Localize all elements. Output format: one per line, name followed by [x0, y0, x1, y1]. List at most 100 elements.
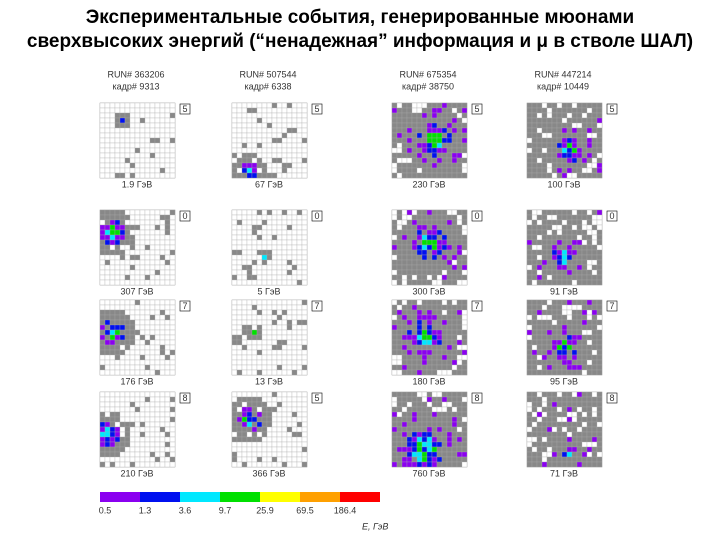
- cell: [571, 354, 578, 361]
- cell: [256, 234, 263, 241]
- cell: [561, 274, 568, 281]
- cell: [149, 354, 156, 361]
- cell: [441, 304, 448, 311]
- cell: [261, 436, 268, 443]
- cell: [581, 264, 588, 271]
- cell: [291, 334, 298, 341]
- cell: [154, 456, 161, 463]
- cell: [411, 239, 418, 246]
- cell: [426, 451, 433, 458]
- cell: [281, 259, 288, 266]
- scale-label: 3.6: [179, 505, 192, 515]
- cell: [271, 172, 278, 179]
- cell: [431, 244, 438, 251]
- cell: [276, 112, 283, 119]
- cell: [571, 264, 578, 271]
- cell: [541, 264, 548, 271]
- cell: [261, 421, 268, 428]
- cell: [426, 299, 433, 306]
- cell: [441, 157, 448, 164]
- energy-label: 180 ГэВ: [413, 376, 446, 386]
- cell: [119, 219, 126, 226]
- cell: [246, 426, 253, 433]
- cell: [119, 349, 126, 356]
- cell: [411, 219, 418, 226]
- cell: [266, 234, 273, 241]
- cell: [566, 152, 573, 159]
- cell: [556, 441, 563, 448]
- cell: [551, 364, 558, 371]
- cell: [149, 279, 156, 286]
- cell: [401, 157, 408, 164]
- cell: [406, 461, 413, 468]
- cell: [446, 254, 453, 261]
- cell: [576, 391, 583, 398]
- cell: [231, 122, 238, 129]
- cell: [236, 344, 243, 351]
- cell: [536, 167, 543, 174]
- cell: [441, 259, 448, 266]
- cell: [536, 364, 543, 371]
- cell: [551, 209, 558, 216]
- cell: [566, 117, 573, 124]
- cell: [276, 209, 283, 216]
- cell: [451, 239, 458, 246]
- cell: [164, 117, 171, 124]
- cell: [556, 172, 563, 179]
- cell: [406, 299, 413, 306]
- cell: [241, 142, 248, 149]
- cell: [296, 254, 303, 261]
- cell: [291, 359, 298, 366]
- cell: [129, 319, 136, 326]
- cell: [546, 279, 553, 286]
- cell: [281, 314, 288, 321]
- cell: [276, 269, 283, 276]
- cell: [526, 359, 533, 366]
- cell: [571, 132, 578, 139]
- cell: [154, 224, 161, 231]
- cell: [456, 162, 463, 169]
- cell: [411, 264, 418, 271]
- cell: [391, 142, 398, 149]
- cell: [276, 441, 283, 448]
- cell: [576, 426, 583, 433]
- cell: [231, 152, 238, 159]
- cell: [416, 152, 423, 159]
- cell: [134, 441, 141, 448]
- cell: [296, 411, 303, 418]
- cell: [246, 329, 253, 336]
- cell: [561, 244, 568, 251]
- cell: [531, 157, 538, 164]
- cell: [536, 309, 543, 316]
- cell: [104, 229, 111, 236]
- cell: [301, 369, 308, 376]
- cell: [396, 244, 403, 251]
- cell: [396, 406, 403, 413]
- cell: [396, 107, 403, 114]
- cell: [586, 446, 593, 453]
- cell: [271, 411, 278, 418]
- cell: [139, 254, 146, 261]
- cell: [134, 234, 141, 241]
- cell: [286, 441, 293, 448]
- cell: [149, 329, 156, 336]
- cell: [296, 369, 303, 376]
- cell: [261, 142, 268, 149]
- cell: [531, 354, 538, 361]
- cell: [276, 122, 283, 129]
- cell: [561, 167, 568, 174]
- cell: [461, 157, 468, 164]
- cell: [531, 122, 538, 129]
- cell: [436, 239, 443, 246]
- scale-swatch: [300, 492, 340, 502]
- cell: [149, 234, 156, 241]
- cell: [431, 219, 438, 226]
- cell: [104, 117, 111, 124]
- cell: [446, 354, 453, 361]
- cell: [406, 304, 413, 311]
- cell: [571, 152, 578, 159]
- cell: [401, 219, 408, 226]
- cell: [301, 209, 308, 216]
- cell: [451, 396, 458, 403]
- cell: [256, 214, 263, 221]
